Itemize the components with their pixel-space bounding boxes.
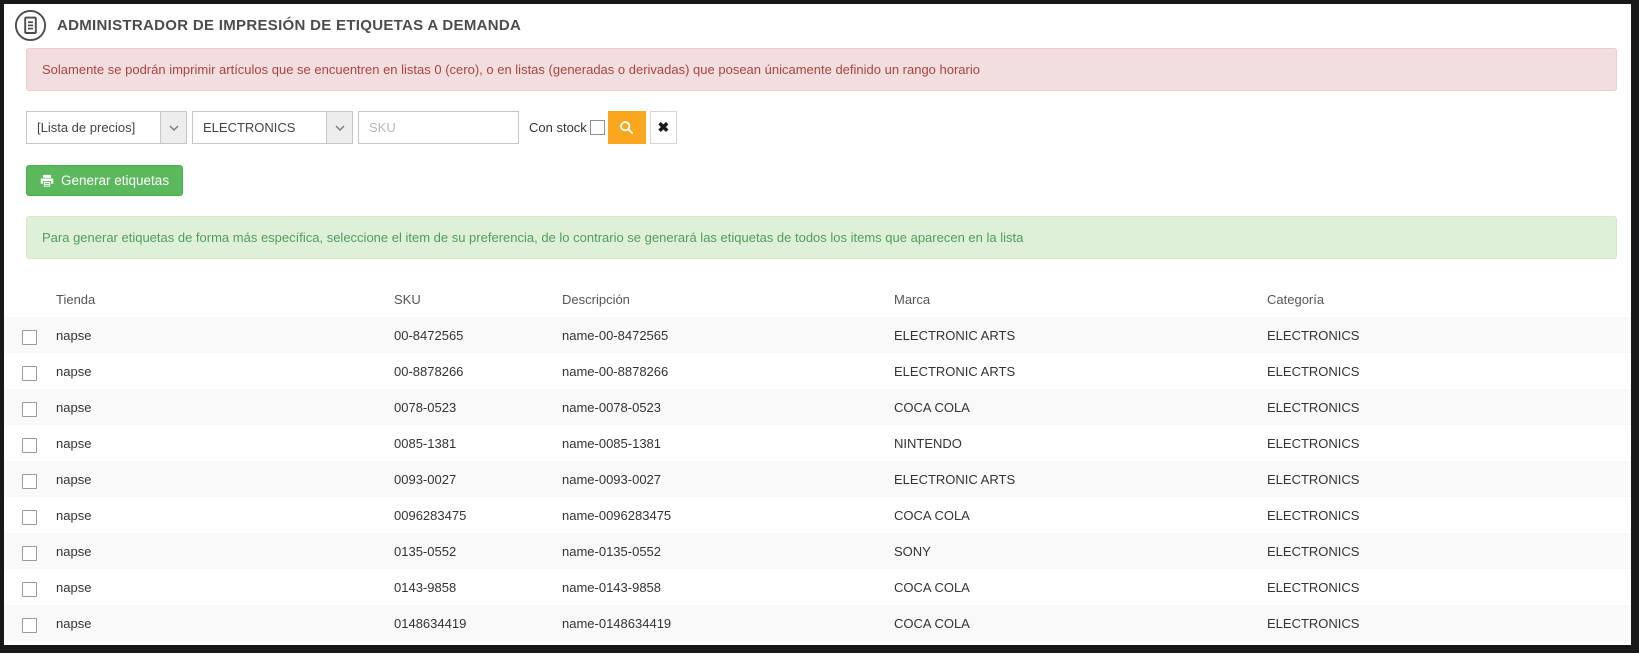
cell-marca: NINTENDO — [894, 435, 962, 451]
filter-bar: [Lista de precios] ELECTRONICS Con stock… — [26, 111, 1617, 144]
cell-tienda: napse — [56, 471, 92, 487]
table-row: napse 0093-0027 name-0093-0027 ELECTRONI… — [4, 461, 1631, 497]
cell-categoria: ELECTRONICS — [1267, 507, 1360, 523]
row-checkbox[interactable] — [22, 617, 37, 633]
cell-categoria: ELECTRONICS — [1267, 471, 1360, 487]
cell-sku: 0135-0552 — [394, 543, 457, 559]
row-checkbox[interactable] — [22, 365, 37, 381]
close-icon: ✖ — [657, 119, 670, 135]
cell-descripcion: name-00-8472565 — [562, 327, 669, 343]
row-checkbox[interactable] — [22, 329, 37, 345]
row-checkbox[interactable] — [22, 545, 37, 561]
chevron-down-icon — [160, 112, 186, 143]
cell-categoria: ELECTRONICS — [1267, 543, 1360, 559]
cell-categoria: ELECTRONICS — [1267, 363, 1360, 379]
column-header-categoria: Categoría — [1267, 291, 1325, 307]
column-header-select — [4, 281, 48, 317]
cell-tienda: napse — [56, 399, 92, 415]
table-row: napse 0078-0523 name-0078-0523 COCA COLA… — [4, 389, 1631, 425]
clear-button[interactable]: ✖ — [649, 111, 677, 144]
cell-marca: ELECTRONIC ARTS — [894, 327, 1016, 343]
cell-descripcion: name-0148634419 — [562, 615, 672, 631]
cell-tienda: napse — [56, 507, 92, 523]
category-select[interactable]: ELECTRONICS — [192, 111, 353, 144]
cell-marca: COCA COLA — [894, 507, 970, 523]
cell-sku: 00-8472565 — [394, 327, 464, 343]
cell-categoria: ELECTRONICS — [1267, 579, 1360, 595]
document-circle-icon — [14, 9, 47, 42]
table-row: napse 0135-0552 name-0135-0552 SONY ELEC… — [4, 533, 1631, 569]
alert-danger: Solamente se podrán imprimir artículos q… — [26, 48, 1617, 91]
table-header-row: Tienda SKU Descripción Marca Categoría — [4, 281, 1631, 317]
cell-marca: SONY — [894, 543, 931, 559]
price-list-select[interactable]: [Lista de precios] — [26, 111, 187, 144]
page-title: ADMINISTRADOR DE IMPRESIÓN DE ETIQUETAS … — [57, 17, 522, 34]
cell-tienda: napse — [56, 327, 92, 343]
cell-tienda: napse — [56, 435, 92, 451]
cell-sku: 0093-0027 — [394, 471, 457, 487]
column-header-marca: Marca — [894, 291, 931, 307]
cell-sku: 0148634419 — [394, 615, 467, 631]
table-row: napse 0096283475 name-0096283475 COCA CO… — [4, 497, 1631, 533]
stock-checkbox-label: Con stock — [529, 120, 587, 135]
table-row: napse 00-8878266 name-00-8878266 ELECTRO… — [4, 353, 1631, 389]
chevron-down-icon — [326, 112, 352, 143]
table-row: napse 0148634419 name-0148634419 COCA CO… — [4, 605, 1631, 641]
generate-labels-button[interactable]: Generar etiquetas — [26, 165, 184, 196]
cell-sku: 00-8878266 — [394, 363, 464, 379]
items-table: Tienda SKU Descripción Marca Categoría n… — [4, 281, 1631, 641]
cell-tienda: napse — [56, 543, 92, 559]
alert-info-text: Para generar etiquetas de forma más espe… — [42, 230, 1024, 245]
cell-tienda: napse — [56, 615, 92, 631]
cell-tienda: napse — [56, 363, 92, 379]
cell-sku: 0078-0523 — [394, 399, 457, 415]
cell-marca: COCA COLA — [894, 399, 970, 415]
cell-descripcion: name-0096283475 — [562, 507, 672, 523]
cell-tienda: napse — [56, 579, 92, 595]
cell-descripcion: name-0093-0027 — [562, 471, 662, 487]
cell-categoria: ELECTRONICS — [1267, 435, 1360, 451]
row-checkbox[interactable] — [22, 401, 37, 417]
category-select-value: ELECTRONICS — [203, 120, 296, 135]
cell-categoria: ELECTRONICS — [1267, 615, 1360, 631]
cell-marca: ELECTRONIC ARTS — [894, 363, 1016, 379]
cell-sku: 0096283475 — [394, 507, 467, 523]
cell-descripcion: name-0078-0523 — [562, 399, 662, 415]
table-row: napse 00-8472565 name-00-8472565 ELECTRO… — [4, 317, 1631, 353]
row-checkbox[interactable] — [22, 509, 37, 525]
cell-marca: COCA COLA — [894, 579, 970, 595]
cell-descripcion: name-0143-9858 — [562, 579, 662, 595]
sku-input[interactable] — [358, 111, 519, 144]
table-body: napse 00-8472565 name-00-8472565 ELECTRO… — [4, 317, 1631, 641]
printer-icon — [40, 174, 54, 188]
page-header: ADMINISTRADOR DE IMPRESIÓN DE ETIQUETAS … — [4, 4, 1631, 46]
search-button[interactable] — [607, 111, 646, 144]
row-checkbox[interactable] — [22, 437, 37, 453]
cell-categoria: ELECTRONICS — [1267, 399, 1360, 415]
cell-descripcion: name-00-8878266 — [562, 363, 669, 379]
cell-marca: ELECTRONIC ARTS — [894, 471, 1016, 487]
row-checkbox[interactable] — [22, 473, 37, 489]
cell-descripcion: name-0085-1381 — [562, 435, 662, 451]
alert-info: Para generar etiquetas de forma más espe… — [26, 216, 1617, 259]
cell-categoria: ELECTRONICS — [1267, 327, 1360, 343]
stock-checkbox[interactable] — [589, 120, 605, 135]
price-list-select-value: [Lista de precios] — [37, 120, 136, 135]
table-row: napse 0085-1381 name-0085-1381 NINTENDO … — [4, 425, 1631, 461]
column-header-descripcion: Descripción — [562, 291, 630, 307]
cell-marca: COCA COLA — [894, 615, 970, 631]
table-row: napse 0143-9858 name-0143-9858 COCA COLA… — [4, 569, 1631, 605]
alert-danger-text: Solamente se podrán imprimir artículos q… — [42, 62, 980, 77]
cell-descripcion: name-0135-0552 — [562, 543, 662, 559]
cell-sku: 0143-9858 — [394, 579, 457, 595]
column-header-sku: SKU — [394, 291, 421, 307]
row-checkbox[interactable] — [22, 581, 37, 597]
cell-sku: 0085-1381 — [394, 435, 457, 451]
column-header-tienda: Tienda — [56, 291, 96, 307]
generate-labels-label: Generar etiquetas — [61, 173, 170, 188]
magnifier-icon — [619, 120, 634, 135]
